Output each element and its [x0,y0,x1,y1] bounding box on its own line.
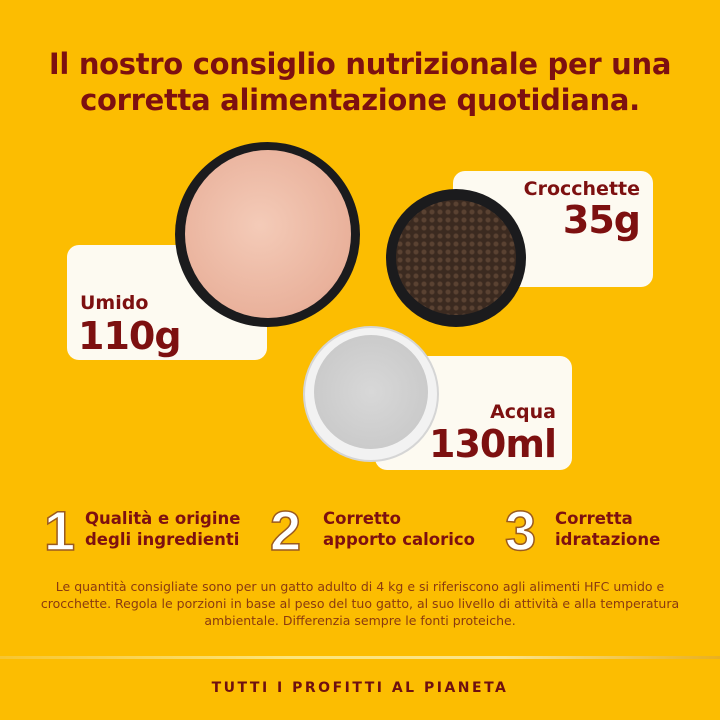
feature-number-1: 1 [43,498,76,563]
disclaimer-text: Le quantità consigliate sono per un gatt… [40,579,680,628]
feature-3: Corretta idratazione [555,508,660,550]
acqua-value: 130ml [429,422,557,466]
acqua-label: Acqua [490,401,556,423]
feature-2-line-2: apporto calorico [323,530,476,549]
wet-food-image [185,150,351,318]
feature-3-line-1: Corretta [555,509,633,528]
water-image [314,335,428,449]
crocchette-label: Crocchette [523,178,640,200]
umido-value: 110g [78,314,182,358]
feature-2: Corretto apporto calorico [323,508,475,550]
feature-number-3: 3 [504,498,537,563]
title-line-2: corretta alimentazione quotidiana. [80,83,640,117]
umido-label: Umido [80,292,149,314]
footer-tagline: TUTTI I PROFITTI AL PIANETA [211,680,509,696]
feature-number-2: 2 [269,498,302,563]
feature-3-line-2: idratazione [555,530,661,549]
feature-1: Qualità e origine degli ingredienti [85,508,240,550]
crocchette-value: 35g [562,198,641,242]
feature-1-line-2: degli ingredienti [85,530,240,549]
title-line-1: Il nostro consiglio nutrizionale per una [48,47,672,81]
feature-2-line-1: Corretto [323,509,402,528]
page-title: Il nostro consiglio nutrizionale per una… [0,46,720,118]
feature-1-line-1: Qualità e origine [85,509,241,528]
kibble-image [396,200,516,315]
divider [0,656,720,659]
